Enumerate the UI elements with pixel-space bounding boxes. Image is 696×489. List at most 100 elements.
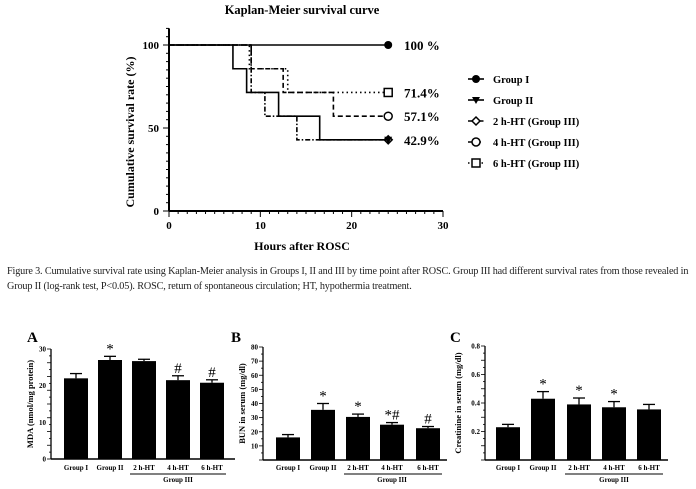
category-label-1: Group II (97, 464, 124, 472)
group-label: Group III (163, 476, 193, 484)
category-label-3: 4 h-HT (603, 464, 625, 472)
bar-3 (166, 380, 190, 459)
category-label-0: Group I (276, 464, 300, 472)
legend-label-0: Group I (493, 75, 529, 86)
bar-2 (346, 416, 370, 460)
category-label-4: 6 h-HT (417, 464, 439, 472)
y-tick-label: 60 (251, 372, 259, 380)
km-x-axis-label: Hours after ROSC (254, 239, 350, 253)
km-end-label-0: 100 % (404, 38, 440, 53)
y-axis-label: BUN in serum (mg/dl) (237, 363, 247, 444)
category-label-3: 4 h-HT (381, 464, 403, 472)
y-axis-label: MDA (nmol/mg protein) (25, 360, 35, 448)
km-series-1 (169, 44, 389, 141)
panel-label: C (450, 330, 461, 346)
km-end-marker-1 (384, 136, 393, 144)
group-label: Group III (377, 476, 407, 484)
category-label-0: Group I (496, 464, 520, 472)
figure-caption: Figure 3. Cumulative survival rate using… (7, 266, 689, 292)
significance-mark-2: * (575, 383, 583, 399)
bar-0 (496, 427, 520, 460)
y-tick-label: 30 (39, 346, 47, 354)
category-label-0: Group I (64, 464, 88, 472)
km-series-2 (169, 44, 389, 141)
km-end-label-4: 71.4% (404, 85, 440, 100)
km-x-tick-label: 10 (255, 220, 267, 232)
category-label-2: 2 h-HT (133, 464, 155, 472)
category-label-4: 6 h-HT (201, 464, 223, 472)
y-tick-label: 40 (251, 400, 259, 408)
significance-mark-4: # (208, 365, 216, 381)
category-label-2: 2 h-HT (347, 464, 369, 472)
km-y-tick-label: 0 (154, 206, 160, 218)
km-x-tick-label: 30 (438, 220, 450, 232)
km-y-tick-label: 100 (143, 40, 160, 52)
km-y-axis-label: Cumulative survival rate (%) (123, 57, 137, 208)
significance-mark-3: *# (385, 408, 401, 424)
significance-mark-3: * (610, 387, 618, 403)
km-end-label-3: 57.1% (404, 109, 440, 124)
y-tick-label: 10 (39, 419, 47, 427)
bar-0 (64, 378, 88, 459)
legend-label-4: 6 h-HT (Group III) (493, 159, 580, 170)
legend-label-3: 4 h-HT (Group III) (493, 138, 580, 149)
significance-mark-1: * (539, 377, 547, 393)
category-label-1: Group II (310, 464, 337, 472)
y-tick-label: 50 (251, 386, 259, 394)
bar-1 (311, 409, 335, 460)
group-label: Group III (599, 476, 629, 484)
km-x-tick-label: 20 (346, 220, 358, 232)
category-label-2: 2 h-HT (568, 464, 590, 472)
km-series-4 (169, 44, 389, 94)
km-chart: Kaplan-Meier survival curve 0 50 100 0 10 20 30… (123, 3, 580, 253)
bar-chart-B: B 10 20 30 40 50 60 70 80 BUN in serum (mg/dl) Gro… (231, 330, 447, 484)
bar-2 (132, 361, 156, 459)
km-legend: Group I Group II 2 h-HT (Group III) 4 h-HT … (468, 75, 580, 170)
bar-2 (567, 404, 591, 460)
bar-1 (98, 360, 122, 459)
bar-4 (200, 382, 224, 459)
significance-mark-1: * (319, 389, 327, 405)
bar-4 (637, 409, 661, 460)
legend-marker-3 (471, 137, 481, 147)
legend-marker-0 (472, 75, 480, 83)
y-tick-label: 70 (251, 358, 259, 366)
category-label-4: 6 h-HT (638, 464, 660, 472)
km-title: Kaplan-Meier survival curve (225, 3, 380, 17)
category-label-3: 4 h-HT (167, 464, 189, 472)
bar-4 (416, 428, 440, 460)
bar-3 (602, 407, 626, 460)
significance-mark-2: * (354, 399, 362, 415)
km-end-marker-4 (383, 87, 393, 98)
km-end-label-1: 42.9% (404, 133, 440, 148)
bar-1 (531, 398, 555, 460)
legend-marker-4 (471, 158, 481, 168)
km-x-tick-label: 0 (166, 220, 172, 232)
y-tick-label: 0.8 (471, 343, 480, 351)
significance-mark-4: # (424, 412, 432, 428)
panel-label: B (231, 330, 241, 346)
km-end-marker-3 (383, 111, 393, 121)
y-axis-label: Creatinine in serum (mg/dl) (453, 352, 463, 453)
bar-3 (380, 424, 404, 460)
y-tick-label: 0.2 (471, 428, 480, 436)
bar-chart-A: A 0 10 20 30 MDA (nmol/mg protein) Group I * Gro… (25, 330, 235, 484)
y-tick-label: 0.6 (471, 371, 480, 379)
legend-marker-1 (472, 97, 480, 104)
significance-mark-1: * (106, 341, 114, 357)
legend-marker-2 (470, 115, 482, 127)
km-y-tick-label: 50 (148, 123, 160, 135)
category-label-1: Group II (530, 464, 557, 472)
km-end-marker-0 (384, 41, 393, 49)
y-tick-label: 0.4 (471, 400, 480, 408)
bar-chart-C: C 0.2 0.4 0.6 0.8 Creatinine in serum (mg/dl)… (450, 330, 668, 484)
y-tick-label: 80 (251, 344, 259, 352)
y-tick-label: 10 (251, 442, 259, 450)
y-tick-label: 20 (251, 428, 259, 436)
legend-label-2: 2 h-HT (Group III) (493, 117, 580, 128)
y-tick-label: 20 (39, 382, 47, 390)
y-tick-label: 30 (251, 414, 259, 422)
legend-label-1: Group II (493, 96, 533, 107)
y-tick-label: 0 (43, 456, 47, 464)
